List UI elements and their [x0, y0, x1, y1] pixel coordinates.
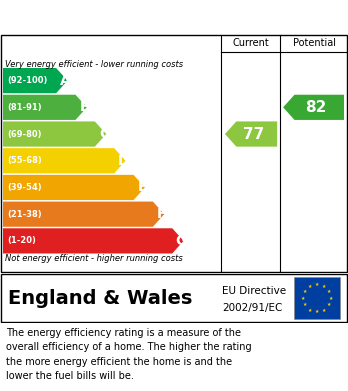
Text: Potential: Potential [293, 38, 335, 48]
Text: E: E [138, 181, 147, 194]
Text: F: F [157, 207, 167, 221]
Text: ★: ★ [308, 283, 312, 289]
Text: (81-91): (81-91) [7, 103, 42, 112]
Polygon shape [3, 228, 184, 253]
Text: 2002/91/EC: 2002/91/EC [222, 303, 282, 313]
Text: C: C [99, 127, 109, 141]
Text: ★: ★ [327, 302, 331, 307]
Text: ★: ★ [322, 283, 326, 289]
Text: England & Wales: England & Wales [8, 289, 192, 307]
Text: 82: 82 [305, 100, 326, 115]
Text: Energy Efficiency Rating: Energy Efficiency Rating [60, 8, 288, 26]
Text: Not energy efficient - higher running costs: Not energy efficient - higher running co… [5, 254, 183, 263]
Text: ★: ★ [329, 296, 333, 301]
Bar [294, 277, 340, 319]
Text: Very energy efficient - lower running costs: Very energy efficient - lower running co… [5, 60, 183, 69]
Text: EU Directive: EU Directive [222, 285, 286, 296]
Text: ★: ★ [303, 302, 307, 307]
Text: ★: ★ [315, 282, 319, 287]
Text: D: D [118, 154, 129, 168]
Text: (39-54): (39-54) [7, 183, 42, 192]
Text: ★: ★ [322, 307, 326, 312]
Text: ★: ★ [308, 307, 312, 312]
Polygon shape [3, 202, 164, 227]
Polygon shape [3, 95, 87, 120]
Text: 77: 77 [243, 127, 264, 142]
Text: The energy efficiency rating is a measure of the
overall efficiency of a home. T: The energy efficiency rating is a measur… [6, 328, 252, 381]
Polygon shape [3, 68, 68, 93]
Text: (1-20): (1-20) [7, 237, 36, 246]
Text: B: B [79, 100, 90, 114]
Text: ★: ★ [315, 309, 319, 314]
Polygon shape [3, 148, 126, 173]
Text: ★: ★ [301, 296, 306, 301]
Text: (21-38): (21-38) [7, 210, 42, 219]
Text: ★: ★ [327, 289, 331, 294]
Polygon shape [3, 175, 145, 200]
Text: Current: Current [232, 38, 269, 48]
Text: ★: ★ [303, 289, 307, 294]
Polygon shape [225, 122, 277, 147]
Text: (92-100): (92-100) [7, 76, 47, 85]
Text: A: A [60, 74, 71, 88]
Text: (55-68): (55-68) [7, 156, 42, 165]
Polygon shape [3, 122, 106, 147]
Text: (69-80): (69-80) [7, 129, 41, 138]
Polygon shape [283, 95, 344, 120]
Text: G: G [176, 234, 187, 248]
